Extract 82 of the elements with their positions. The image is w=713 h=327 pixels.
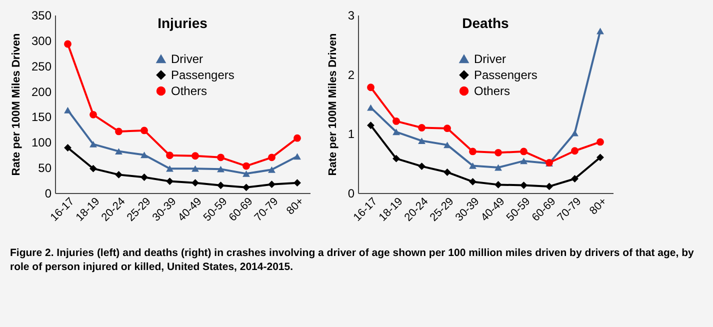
point	[217, 154, 224, 162]
point	[294, 153, 301, 160]
point	[571, 175, 578, 182]
point	[494, 164, 502, 171]
point	[192, 152, 199, 160]
point	[392, 128, 400, 136]
point	[367, 84, 374, 92]
caption: Figure 2. Injuries (left) and deaths (right) in crashes involving a driver of age shown per 100 million miles driven by drivers of that age, by role of person injured or killed, United States, 2014-2015.	[9, 246, 695, 275]
x-tick-label: 80+	[588, 196, 610, 218]
point	[418, 162, 426, 170]
x-tick-label: 80+	[284, 196, 306, 218]
point	[64, 40, 72, 48]
point	[596, 154, 604, 162]
legend-label: Others	[171, 84, 208, 98]
y-tick-label: 1	[348, 127, 355, 142]
point	[367, 104, 374, 111]
point	[242, 170, 250, 177]
point	[469, 148, 476, 156]
point	[64, 144, 72, 152]
y-tick-label: 0	[348, 186, 355, 200]
point	[90, 164, 97, 172]
point	[571, 147, 578, 155]
point	[115, 148, 122, 155]
y-tick-label: 2	[348, 68, 355, 82]
point	[217, 166, 224, 172]
point	[294, 134, 301, 142]
point	[444, 168, 451, 176]
point	[115, 128, 122, 136]
point	[268, 166, 276, 173]
point	[242, 162, 250, 170]
point	[192, 165, 199, 172]
point	[268, 180, 276, 188]
point	[494, 148, 502, 156]
point	[367, 122, 374, 130]
point	[140, 152, 148, 158]
legend-label: Others	[474, 84, 510, 98]
point	[596, 28, 604, 34]
y-tick-label: 50	[38, 161, 52, 176]
point	[469, 162, 476, 169]
y-tick-label: 3	[348, 8, 355, 22]
point	[494, 180, 502, 188]
y-tick-label: 200	[31, 84, 52, 99]
point	[268, 154, 276, 162]
y-tick-label: 250	[31, 59, 52, 74]
point	[392, 154, 400, 162]
legend-label: Passengers	[474, 68, 538, 82]
point	[140, 126, 148, 134]
point	[418, 138, 426, 144]
point	[520, 182, 528, 189]
chart-title: Injuries	[158, 15, 208, 31]
point	[520, 148, 528, 156]
point	[444, 124, 451, 132]
y-tick-label: 350	[31, 8, 52, 22]
point	[392, 118, 400, 125]
point	[166, 165, 174, 172]
point	[166, 178, 174, 186]
y-axis-title: Rate per 100M Miles Driven	[326, 33, 339, 176]
point	[596, 138, 604, 146]
point	[294, 179, 301, 187]
point	[520, 158, 528, 164]
point	[418, 124, 426, 132]
point	[90, 140, 97, 148]
point	[90, 110, 97, 118]
point	[192, 179, 199, 187]
y-tick-label: 150	[31, 110, 52, 124]
y-tick-label: 0	[44, 186, 52, 200]
point	[469, 178, 476, 186]
point	[166, 152, 174, 160]
point	[444, 142, 451, 148]
point	[64, 106, 72, 114]
point	[115, 170, 122, 178]
legend-label: Passengers	[171, 68, 234, 82]
y-tick-label: 100	[31, 136, 52, 150]
chart-title: Deaths	[462, 15, 510, 31]
point	[140, 174, 148, 181]
point	[217, 182, 224, 190]
legend-label: Driver	[171, 52, 203, 66]
legend-label: Driver	[474, 52, 506, 66]
y-axis-title: Rate per 100M Miles Driven	[10, 33, 22, 176]
point	[571, 130, 578, 136]
y-tick-label: 300	[31, 34, 52, 48]
point	[242, 184, 250, 192]
